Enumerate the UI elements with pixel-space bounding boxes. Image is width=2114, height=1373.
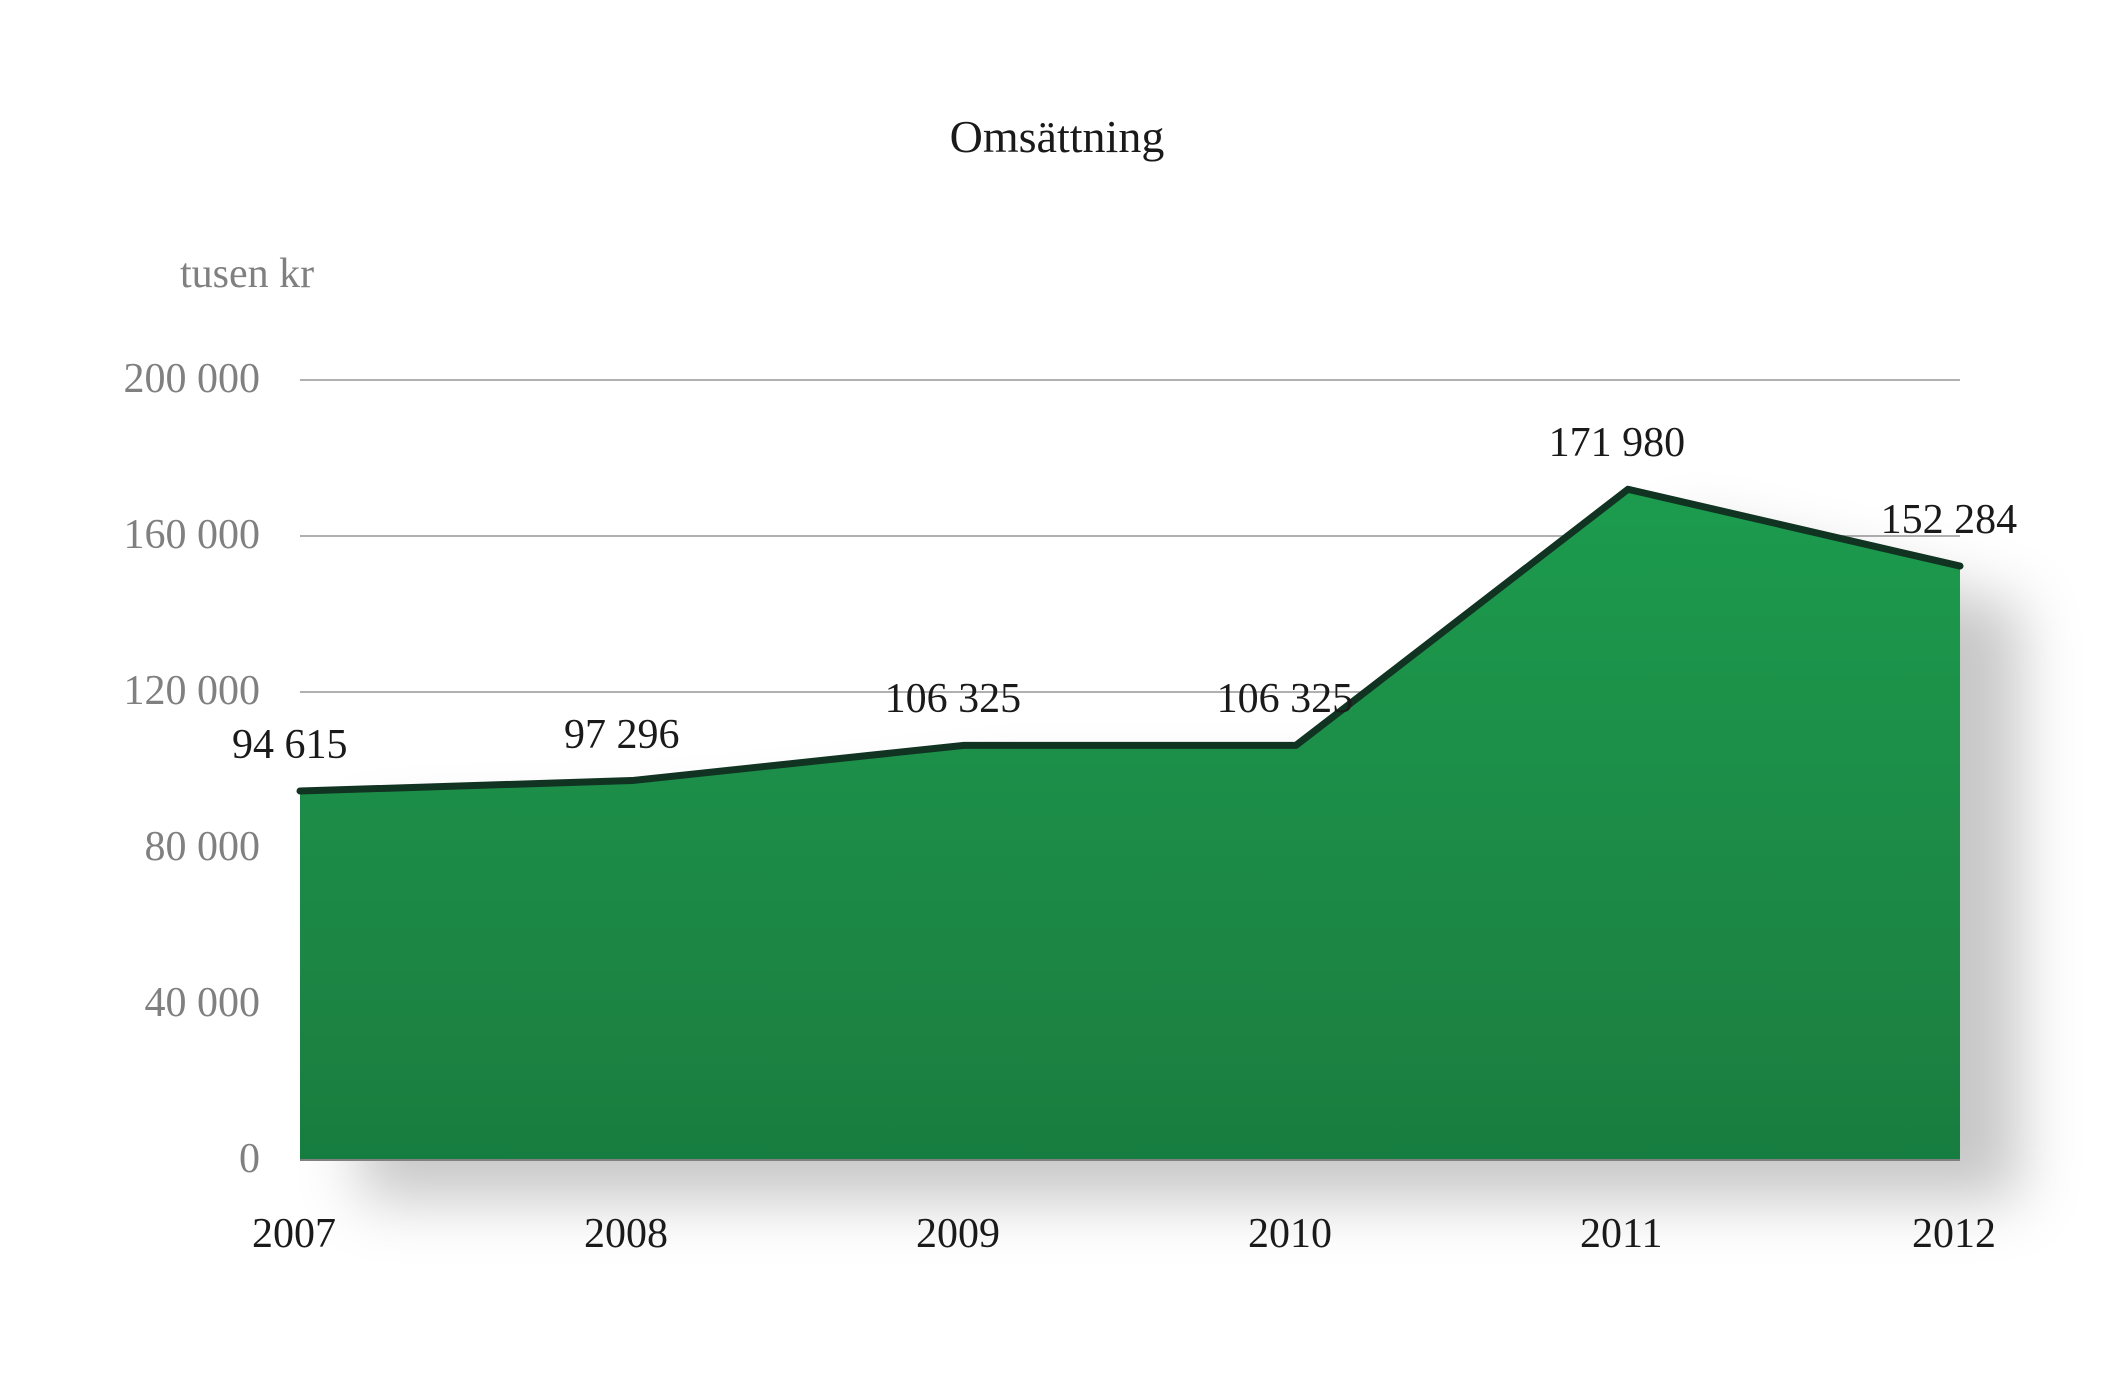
y-tick-label: 80 000	[145, 823, 261, 871]
x-tick-label: 2007	[252, 1210, 336, 1258]
data-label: 171 980	[1549, 419, 1686, 467]
data-label: 106 325	[1217, 675, 1354, 723]
y-tick-label: 200 000	[124, 355, 261, 403]
data-label: 97 296	[564, 711, 680, 759]
y-tick-label: 160 000	[124, 511, 261, 559]
y-tick-label: 40 000	[145, 979, 261, 1027]
data-label: 106 325	[885, 675, 1022, 723]
data-label: 94 615	[232, 721, 348, 769]
area-chart: Omsättning tusen kr 0 40 000 80 000 120 000…	[0, 0, 2114, 1373]
x-tick-label: 2012	[1912, 1210, 1996, 1258]
y-tick-label: 0	[239, 1135, 260, 1183]
chart-svg	[0, 0, 2114, 1373]
chart-title: Omsättning	[0, 110, 2114, 163]
data-label: 152 284	[1881, 496, 2018, 544]
y-axis-label: tusen kr	[180, 250, 314, 298]
y-tick-label: 120 000	[124, 667, 261, 715]
x-tick-label: 2009	[916, 1210, 1000, 1258]
x-tick-label: 2010	[1248, 1210, 1332, 1258]
x-tick-label: 2008	[584, 1210, 668, 1258]
x-tick-label: 2011	[1580, 1210, 1662, 1258]
